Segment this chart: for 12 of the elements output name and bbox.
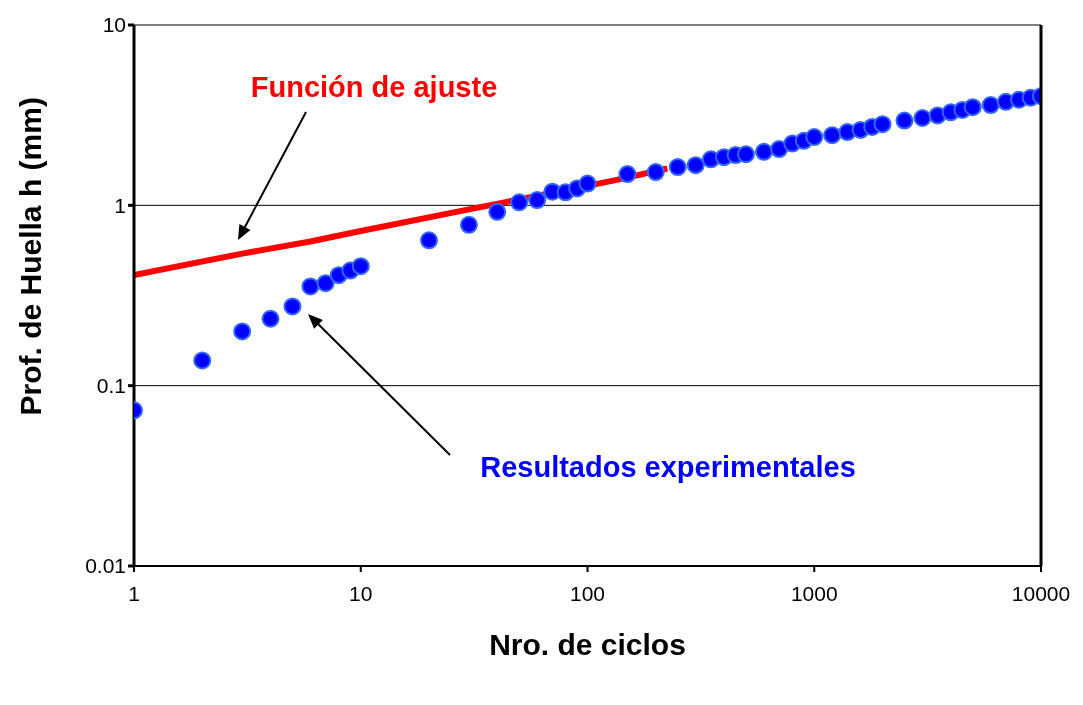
y-tick-label: 0.01 xyxy=(85,554,126,578)
x-tick-label: 10000 xyxy=(1011,581,1071,605)
x-tick-label: 100 xyxy=(569,581,606,605)
x-tick-label: 1000 xyxy=(790,581,838,605)
y-tick-label: 1 xyxy=(114,193,126,217)
text: Resultados experimentales xyxy=(480,451,856,483)
y-axis-title: Prof. de Huella h (mm) xyxy=(13,97,47,416)
y-tick-label: 10 xyxy=(102,13,126,37)
text: Función de ajuste xyxy=(250,71,498,103)
x-axis-title: Nro. de ciclos xyxy=(489,628,686,662)
x-tick-label: 10 xyxy=(349,581,373,605)
y-tick-label: 0.1 xyxy=(96,374,126,398)
